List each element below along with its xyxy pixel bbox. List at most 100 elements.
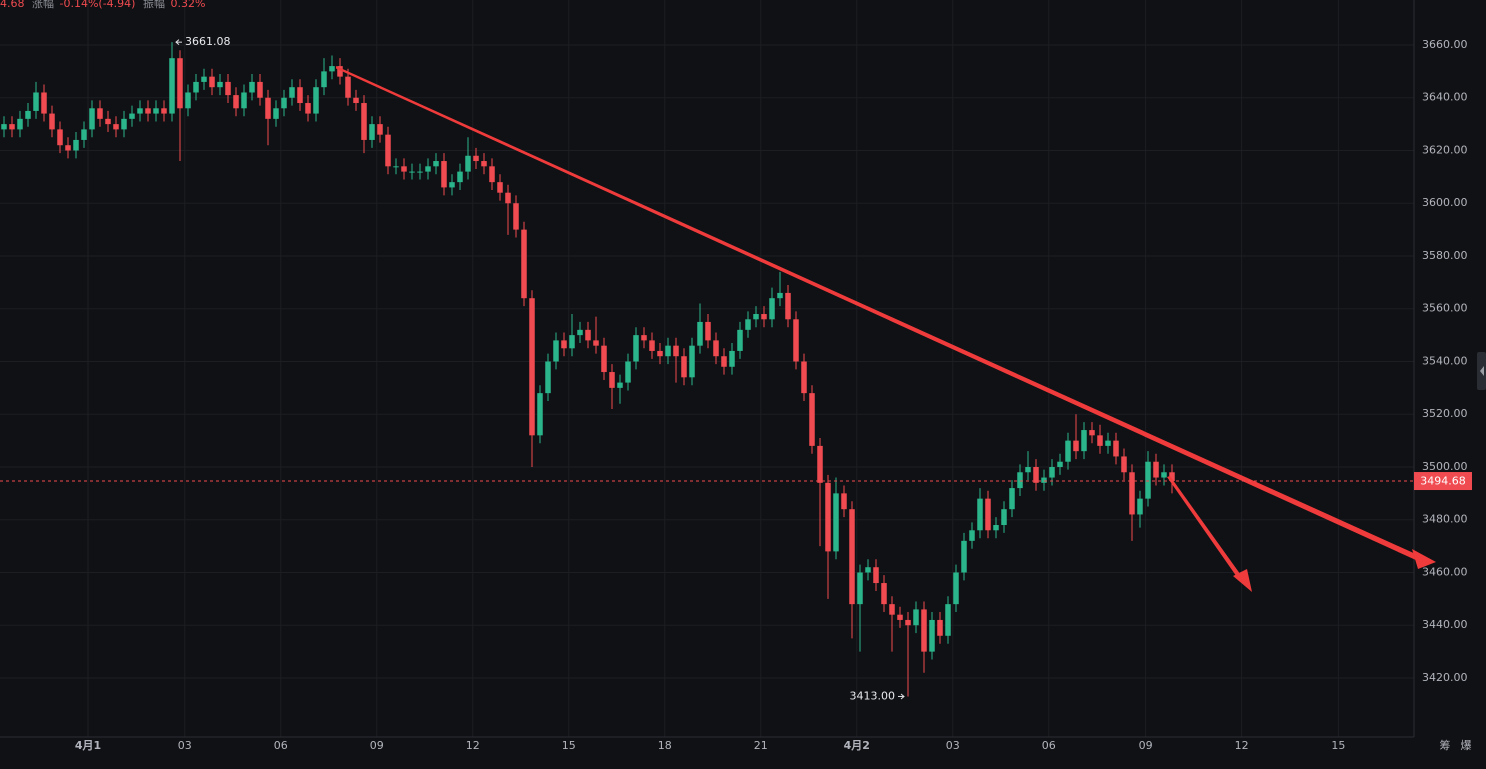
forecast-arrowhead — [1233, 569, 1252, 592]
y-tick-label: 3660.00 — [1422, 38, 1468, 51]
candle-body — [977, 498, 983, 531]
candle-body — [593, 340, 599, 346]
y-tick-label: 3640.00 — [1422, 91, 1468, 104]
last-price-tag — [1414, 472, 1472, 491]
y-tick-label: 3620.00 — [1422, 143, 1468, 156]
candle-body — [201, 76, 207, 82]
candle-body — [1169, 472, 1175, 482]
candle-body — [1121, 456, 1127, 473]
candle-body — [681, 356, 687, 378]
candle-body — [513, 203, 519, 230]
candle-body — [1145, 461, 1151, 499]
candle-body — [505, 192, 511, 204]
candle-body — [833, 493, 839, 552]
candle-body — [113, 124, 119, 130]
candle-body — [177, 58, 183, 109]
x-tick-label: 12 — [1235, 739, 1249, 752]
trend-line — [336, 66, 1418, 561]
candle-body — [1065, 440, 1071, 462]
candle-body — [617, 382, 623, 388]
candle-body — [897, 614, 903, 620]
candle-body — [825, 482, 831, 552]
candle-body — [561, 340, 567, 349]
candle-body — [481, 161, 487, 167]
candle-body — [665, 345, 671, 357]
burst-button[interactable]: 爆 — [1461, 738, 1472, 752]
candle-body — [209, 76, 215, 88]
candle-body — [497, 182, 503, 193]
candle-body — [1129, 472, 1135, 515]
candle-body — [1025, 466, 1031, 473]
candle-body — [985, 498, 991, 531]
y-tick-label: 3440.00 — [1422, 618, 1468, 631]
x-tick-label: 09 — [370, 739, 384, 752]
candle-body — [737, 329, 743, 351]
candle-body — [1, 124, 7, 130]
candle-body — [433, 161, 439, 167]
candle-body — [889, 604, 895, 615]
candle-body — [233, 95, 239, 109]
y-tick-label: 3420.00 — [1422, 671, 1468, 684]
candle-body — [25, 110, 31, 119]
header-value: 4.68 — [0, 0, 25, 10]
candle-body — [785, 292, 791, 320]
x-tick-label: 15 — [562, 739, 576, 752]
candle-body — [1105, 440, 1111, 446]
candle-body — [33, 92, 39, 111]
low-arrow-head — [900, 693, 905, 700]
candle-body — [521, 229, 527, 299]
candle-body — [1161, 472, 1167, 478]
candle-body — [57, 129, 63, 146]
candle-body — [849, 509, 855, 605]
candles — [1, 42, 1175, 697]
chip-button[interactable]: 筹 — [1440, 738, 1451, 752]
candle-body — [953, 572, 959, 605]
candle-body — [169, 58, 175, 114]
candle-body — [705, 321, 711, 341]
panel-toggle-icon — [1480, 366, 1484, 376]
candle-body — [529, 298, 535, 436]
candle-body — [265, 97, 271, 119]
candle-body — [1001, 509, 1007, 526]
candle-body — [1113, 440, 1119, 457]
x-tick-label: 15 — [1331, 739, 1345, 752]
candle-body — [473, 155, 479, 162]
candle-body — [793, 319, 799, 362]
candle-body — [393, 166, 399, 168]
x-tick-label: 21 — [754, 739, 768, 752]
candle-body — [161, 108, 167, 114]
candle-body — [929, 619, 935, 652]
candle-body — [1017, 472, 1023, 489]
y-tick-label: 3480.00 — [1422, 513, 1468, 526]
candle-body — [241, 92, 247, 109]
y-tick-label: 3560.00 — [1422, 302, 1468, 315]
candle-body — [385, 134, 391, 167]
candle-body — [1097, 435, 1103, 446]
candle-body — [337, 66, 343, 77]
x-tick-label: 06 — [274, 739, 288, 752]
candle-body — [945, 604, 951, 636]
x-tick-label: 03 — [178, 739, 192, 752]
trend-arrowhead — [1412, 549, 1436, 569]
candle-body — [409, 171, 415, 173]
candle-body — [97, 108, 103, 119]
header-value: -0.14%(-4.94) — [60, 0, 136, 10]
candle-body — [145, 108, 151, 114]
candle-body — [673, 345, 679, 357]
candle-body — [305, 103, 311, 114]
candle-body — [193, 81, 199, 93]
candle-body — [321, 71, 327, 88]
low-label: 3413.00 — [850, 689, 896, 702]
candle-body — [137, 108, 143, 114]
candle-body — [769, 298, 775, 320]
candle-body — [129, 113, 135, 119]
candle-body — [297, 87, 303, 104]
candle-body — [121, 118, 127, 130]
candle-body — [105, 118, 111, 125]
candle-body — [225, 81, 231, 96]
high-label: 3661.08 — [185, 35, 231, 48]
candle-body — [1041, 477, 1047, 483]
candle-body — [905, 619, 911, 626]
